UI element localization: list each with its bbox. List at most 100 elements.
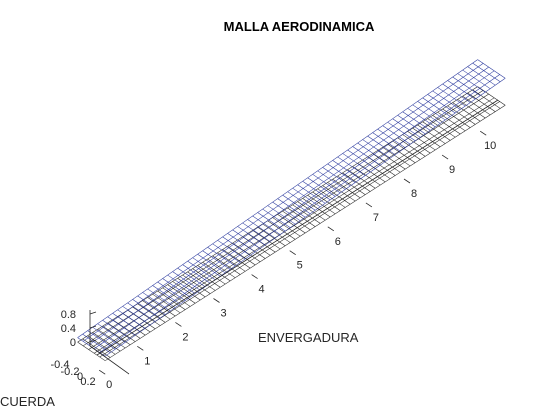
- upper-mesh-chord-line: [157, 281, 186, 301]
- x-tick-mark: [403, 178, 411, 184]
- lower-mesh-chord-line: [277, 214, 306, 234]
- lower-mesh-chord-line: [232, 242, 261, 262]
- lower-mesh-span-line: [105, 105, 506, 361]
- upper-mesh-chord-line: [107, 316, 136, 336]
- y-ticks: -0.4-0.200.2: [51, 359, 96, 388]
- upper-mesh-span-line: [105, 78, 506, 357]
- upper-mesh-chord-line: [302, 181, 331, 201]
- upper-mesh-chord-line: [187, 260, 216, 280]
- upper-mesh-chord-line: [337, 156, 366, 176]
- upper-mesh-chord-line: [272, 201, 301, 221]
- upper-mesh-chord-line: [207, 247, 236, 267]
- upper-mesh-span-line: [94, 70, 495, 349]
- lower-mesh-span-line: [99, 101, 500, 358]
- lower-mesh-span-line: [82, 90, 484, 347]
- z-tick-mark: [89, 325, 97, 329]
- x-tick-mark: [479, 130, 487, 136]
- upper-mesh-span-line: [77, 59, 478, 338]
- upper-mesh-chord-line: [367, 135, 396, 155]
- upper-mesh-chord-line: [347, 149, 376, 169]
- lower-mesh-chord-line: [217, 252, 246, 272]
- upper-mesh-chord-line: [442, 83, 471, 103]
- lower-mesh-span-line: [94, 97, 495, 354]
- upper-mesh-chord-line: [317, 170, 346, 190]
- lower-mesh-chord-line: [272, 217, 301, 237]
- upper-mesh-chord-line: [237, 226, 266, 246]
- lower-mesh-chord-line: [262, 223, 291, 243]
- upper-mesh: [77, 59, 506, 357]
- lower-mesh-chord-line: [167, 284, 196, 304]
- upper-mesh-chord-line: [427, 94, 456, 114]
- x-tick-mark: [441, 154, 449, 160]
- upper-mesh-chord-line: [222, 236, 251, 256]
- lower-mesh-chord-line: [392, 140, 421, 160]
- upper-mesh-chord-line: [192, 257, 221, 277]
- y-axis-label: CUERDA: [0, 394, 55, 409]
- lower-mesh-chord-line: [97, 329, 126, 349]
- upper-mesh-chord-line: [102, 320, 131, 340]
- lower-mesh-chord-line: [222, 249, 251, 269]
- upper-mesh-chord-line: [212, 243, 241, 263]
- upper-mesh-chord-line: [242, 222, 271, 242]
- upper-mesh-chord-line: [472, 62, 501, 82]
- upper-mesh-chord-line: [257, 212, 286, 232]
- lower-mesh-span-line: [88, 93, 489, 350]
- lower-mesh-chord-line: [182, 274, 211, 294]
- upper-mesh-chord-line: [177, 267, 206, 287]
- upper-mesh-chord-line: [417, 101, 446, 121]
- upper-mesh-span-line: [99, 74, 500, 353]
- upper-mesh-chord-line: [312, 174, 341, 194]
- lower-mesh-chord-line: [212, 255, 241, 275]
- upper-mesh-span-line: [88, 66, 489, 346]
- x-tick-label: 3: [220, 308, 226, 320]
- x-axis-line: [96, 99, 499, 356]
- x-tick-label: 2: [182, 331, 188, 343]
- upper-mesh-chord-line: [217, 240, 246, 260]
- upper-mesh-chord-line: [452, 76, 481, 96]
- x-tick-label: 0: [106, 379, 112, 391]
- lower-mesh-chord-line: [132, 306, 161, 326]
- chart-title: MALLA AERODINAMICA: [224, 19, 375, 34]
- z-tick-mark: [89, 339, 97, 343]
- lower-mesh-chord-line: [147, 297, 176, 317]
- x-tick-label: 4: [259, 284, 265, 296]
- lower-mesh: [77, 86, 506, 361]
- upper-mesh-chord-line: [327, 163, 356, 183]
- upper-mesh-chord-line: [467, 66, 496, 86]
- upper-mesh-chord-line: [137, 295, 166, 315]
- upper-mesh-chord-line: [117, 309, 146, 329]
- upper-mesh-chord-line: [152, 285, 181, 305]
- x-tick-label: 7: [373, 212, 379, 224]
- upper-mesh-chord-line: [437, 87, 466, 107]
- upper-mesh-chord-line: [142, 292, 171, 312]
- upper-mesh-chord-line: [407, 108, 436, 128]
- upper-mesh-chord-line: [477, 59, 506, 79]
- lower-mesh-chord-line: [307, 194, 336, 215]
- lower-mesh-chord-line: [352, 166, 381, 186]
- z-tick-label: 0.4: [61, 323, 76, 335]
- x-tick-label: 8: [411, 188, 417, 200]
- upper-mesh-chord-line: [322, 167, 351, 187]
- lower-mesh-chord-line: [127, 309, 156, 329]
- lower-mesh-chord-line: [322, 185, 351, 205]
- lower-mesh-chord-line: [187, 271, 216, 291]
- lower-mesh-chord-line: [462, 96, 491, 116]
- lower-mesh-chord-line: [87, 335, 116, 355]
- y-tick-label: -0.2: [61, 366, 80, 378]
- upper-mesh-chord-line: [282, 194, 311, 214]
- lower-mesh-chord-line: [207, 258, 236, 278]
- lower-mesh-chord-line: [137, 303, 166, 323]
- upper-mesh-chord-line: [352, 146, 381, 166]
- upper-mesh-chord-line: [362, 139, 391, 159]
- upper-mesh-chord-line: [392, 118, 421, 138]
- upper-mesh-chord-line: [307, 177, 336, 197]
- z-tick-mark: [89, 311, 97, 315]
- lower-mesh-chord-line: [82, 338, 111, 358]
- lower-mesh-chord-line: [402, 134, 431, 154]
- upper-mesh-span-line: [82, 63, 484, 342]
- upper-mesh-chord-line: [92, 326, 121, 347]
- x-tick-mark: [98, 369, 106, 375]
- lower-mesh-chord-line: [252, 230, 281, 250]
- x-tick-mark: [213, 298, 220, 303]
- x-tick-label: 10: [484, 140, 496, 152]
